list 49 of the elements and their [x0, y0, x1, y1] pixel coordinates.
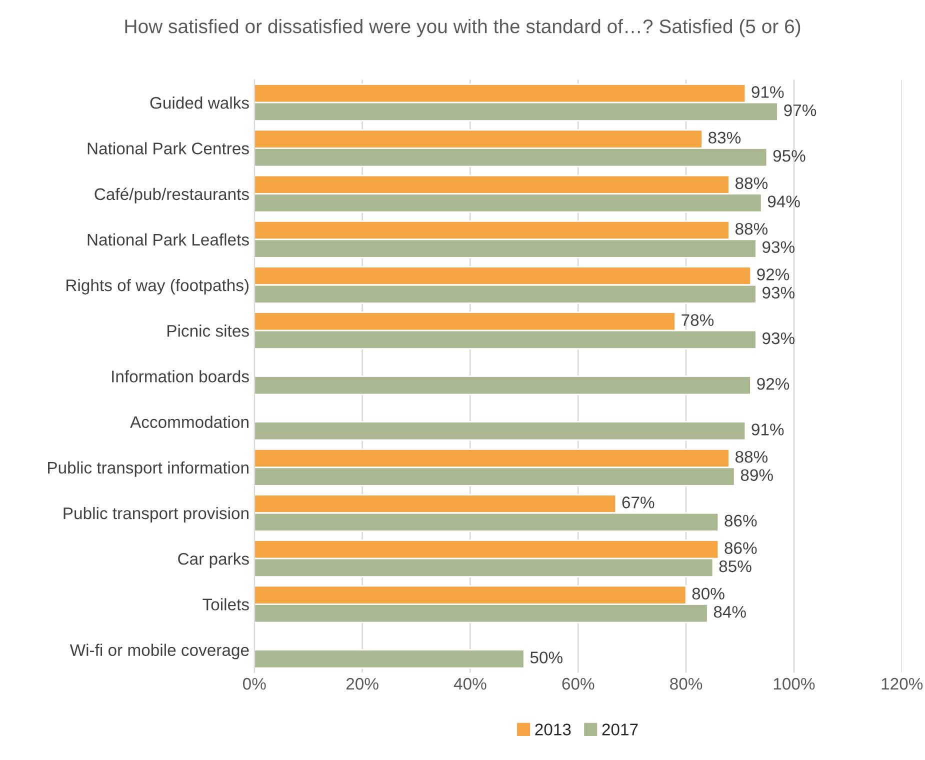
bar [254, 649, 525, 669]
data-label: 78% [682, 314, 714, 326]
data-label: 89% [740, 469, 773, 481]
data-label: 91% [752, 86, 784, 98]
bar [254, 376, 752, 396]
data-label: 91% [752, 424, 784, 436]
data-label: 85% [719, 560, 752, 572]
data-label: 80% [692, 588, 724, 600]
data-label: 86% [724, 514, 757, 527]
x-tick-label: 40% [454, 678, 486, 690]
x-tick-label: 0% [242, 678, 266, 690]
y-tick-label: Picnic sites [168, 324, 249, 337]
y-tick-label: National Park Centres [88, 142, 249, 154]
data-label: 97% [784, 104, 816, 116]
y-tick-label: Guided walks [150, 96, 249, 109]
data-label: 92% [757, 268, 790, 280]
chart-title: How satisfied or dissatisfied were you with the standard of…? Satisfied (5 or 6) [125, 19, 800, 38]
y-tick-label: Wi-fi or mobile coverage [70, 644, 249, 660]
y-tick-label: Information boards [112, 370, 249, 382]
data-label: 83% [708, 132, 741, 144]
y-tick-label: Rights of way (footpaths) [66, 278, 248, 294]
y-tick-label: Car parks [178, 552, 249, 568]
data-label: 88% [735, 222, 768, 235]
data-label: 67% [622, 496, 654, 508]
data-label: 93% [762, 286, 795, 299]
data-label: 88% [735, 177, 768, 190]
data-label: 86% [724, 542, 757, 554]
x-tick-label: 20% [346, 678, 378, 690]
x-tick-label: 120% [882, 678, 923, 690]
y-tick-label: Public transport information [48, 461, 248, 477]
y-tick-label: Café/pub/restaurants [94, 188, 249, 204]
y-tick-label: National Park Leaflets [88, 233, 249, 246]
legend-label: 2017 [602, 724, 638, 736]
bar [254, 421, 746, 441]
data-label: 95% [773, 150, 806, 162]
x-tick-label: 100% [774, 678, 815, 690]
data-label: 93% [762, 241, 795, 253]
data-label: 92% [757, 378, 790, 390]
y-tick-label: Toilets [202, 598, 249, 610]
y-tick-label: Public transport provision [64, 506, 248, 522]
y-tick-label: Accommodation [130, 416, 248, 428]
x-tick-label: 80% [670, 678, 702, 690]
data-label: 84% [714, 606, 746, 618]
data-label: 94% [768, 196, 800, 208]
data-label: 93% [762, 332, 795, 344]
data-label: 50% [530, 652, 562, 664]
data-label: 88% [735, 450, 768, 463]
x-tick-label: 60% [562, 678, 594, 690]
legend-label: 2013 [535, 724, 571, 736]
